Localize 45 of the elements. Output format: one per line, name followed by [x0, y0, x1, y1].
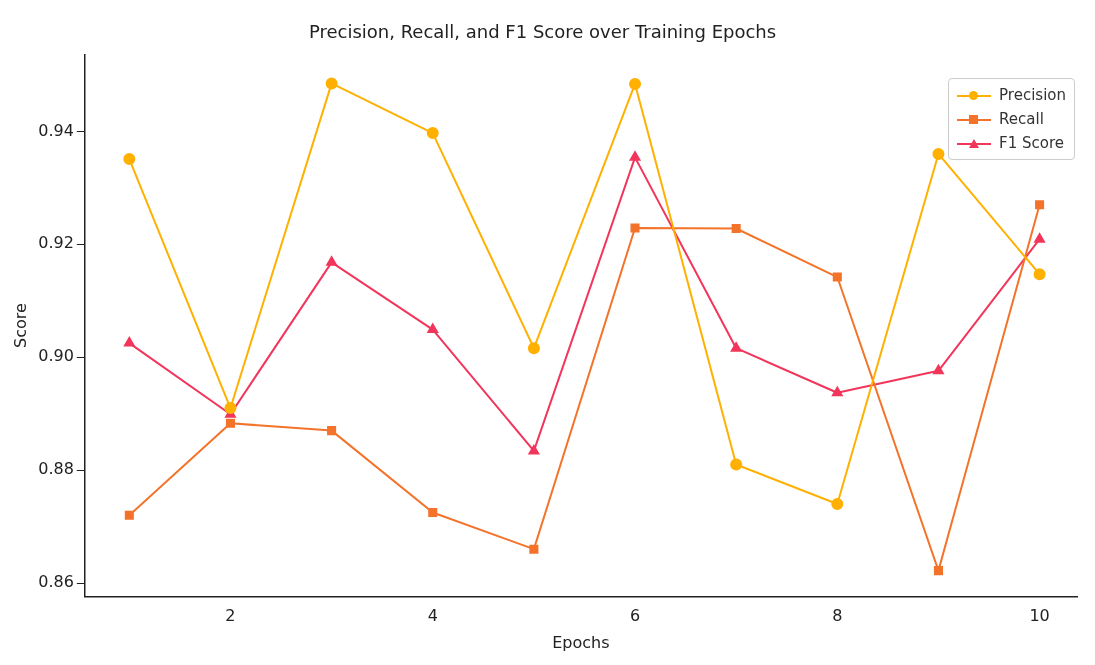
- point: [832, 272, 842, 282]
- point: [427, 323, 439, 334]
- legend-label: F1 Score: [999, 134, 1065, 152]
- point: [731, 223, 741, 234]
- legend-label: Precision: [999, 86, 1066, 104]
- point: [933, 566, 943, 576]
- point: [326, 256, 337, 266]
- point: [1035, 200, 1045, 210]
- point: [426, 127, 439, 140]
- y-tick-label: 0.90: [38, 346, 74, 366]
- point: [1034, 233, 1045, 243]
- point: [1033, 268, 1046, 281]
- point: [730, 342, 742, 352]
- point: [831, 386, 843, 397]
- point: [933, 364, 944, 375]
- point: [224, 402, 237, 415]
- point: [124, 510, 134, 520]
- point: [831, 498, 844, 511]
- x-tick-label: 8: [832, 606, 843, 626]
- point: [932, 147, 945, 160]
- y-tick-label: 0.94: [38, 120, 74, 140]
- point: [327, 426, 337, 436]
- point: [123, 153, 136, 166]
- x-tick-label: 4: [427, 606, 438, 626]
- point: [325, 77, 338, 90]
- chart-title: Precision, Recall, and F1 Score over Training Epochs: [308, 21, 777, 43]
- point: [529, 544, 539, 554]
- point: [630, 223, 640, 233]
- point: [629, 77, 642, 90]
- y-tick-label: 0.86: [38, 572, 74, 592]
- point: [528, 444, 540, 455]
- x-tick-label: 6: [629, 606, 641, 626]
- x-axis-title: Epochs: [552, 632, 610, 652]
- legend-label: Recall: [999, 110, 1044, 128]
- y-tick-label: 0.88: [38, 459, 74, 479]
- point: [124, 337, 135, 347]
- point: [428, 507, 438, 518]
- y-tick-label: 0.92: [38, 233, 74, 253]
- y-axis-title: Score: [10, 303, 30, 349]
- point: [225, 418, 235, 428]
- point: [527, 342, 540, 355]
- x-tick-label: 2: [225, 606, 236, 626]
- point: [730, 458, 743, 471]
- x-tick-label: 10: [1029, 606, 1050, 626]
- point: [629, 151, 641, 161]
